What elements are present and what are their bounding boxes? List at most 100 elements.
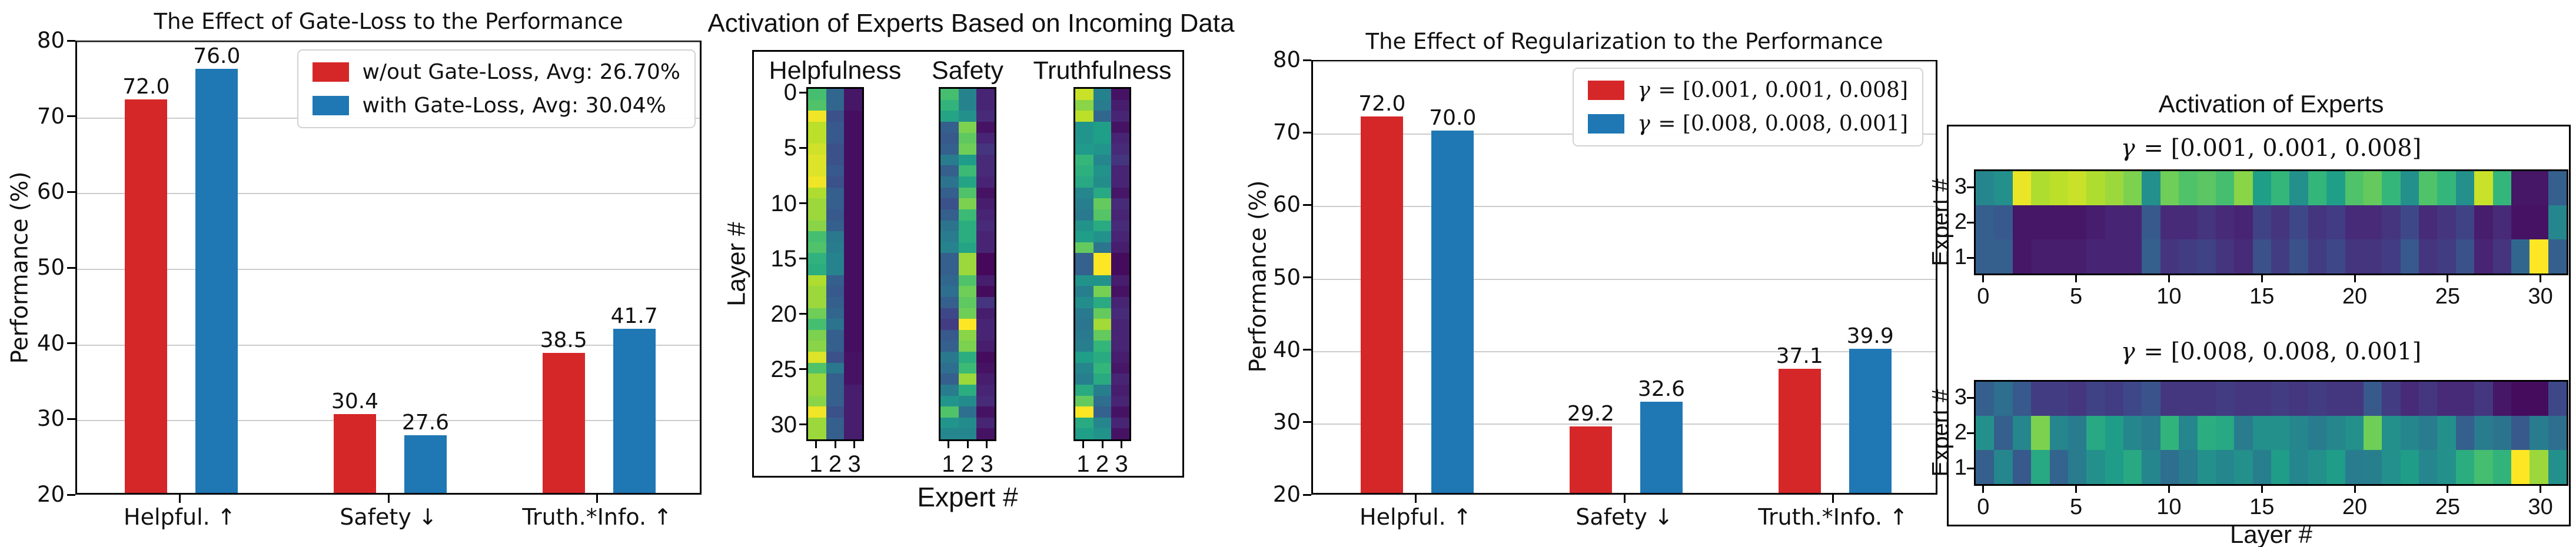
- y-tick-mark: [799, 423, 806, 426]
- heatmap-cell: [844, 198, 862, 209]
- heatmap-cell: [2363, 239, 2382, 274]
- heatmap-cell: [2382, 382, 2401, 416]
- heatmap-cell: [940, 253, 959, 264]
- y-tick-label: 40: [36, 330, 65, 356]
- heatmap-cell: [2049, 450, 2068, 484]
- heatmap-cell: [976, 198, 995, 209]
- y-tick-mark: [1967, 467, 1974, 469]
- heatmap-cell: [940, 132, 959, 144]
- heatmap-cell: [1111, 209, 1129, 221]
- panel-regularization-chart: The Effect of Regularization to the Perf…: [1236, 0, 1960, 547]
- heatmap-cell: [2031, 450, 2050, 484]
- heatmap-cell: [2455, 239, 2475, 274]
- heatmap-cell: [1994, 171, 2013, 205]
- x-tick-mark: [947, 441, 949, 448]
- heatmap-cell: [2345, 450, 2364, 484]
- y-tick-mark: [1303, 493, 1311, 496]
- heatmap-cell: [940, 308, 959, 319]
- heatmap-cell: [2271, 171, 2290, 205]
- heatmap-cell: [808, 308, 826, 319]
- heatmap-cell: [2326, 450, 2345, 484]
- y-tick-label: 50: [1272, 264, 1301, 290]
- heatmap-cell: [1075, 373, 1093, 385]
- heatmap-cell: [1111, 352, 1129, 363]
- y-tick-label: 2: [1954, 420, 1967, 445]
- y-tick-label: 30: [36, 406, 65, 432]
- heatmap-cell: [808, 406, 826, 418]
- subplot-label-1: γ = [0.008, 0.008, 0.001]: [2120, 338, 2422, 365]
- heatmap-cell: [976, 121, 995, 133]
- y-tick-label: 2: [1954, 209, 1967, 234]
- heatmap-cell: [976, 165, 995, 176]
- heatmap-cell: [1093, 99, 1112, 111]
- heatmap-cell: [2197, 450, 2216, 484]
- y-tick-label: 0: [783, 79, 797, 106]
- bar-series1-cat1: [334, 414, 376, 493]
- x-tick-label: 30: [2528, 495, 2553, 519]
- legend-label: γ = [0.008, 0.008, 0.001]: [1637, 112, 1908, 136]
- heatmap-cell: [958, 165, 977, 176]
- y-tick-mark: [67, 493, 75, 496]
- heatmap-cell: [808, 362, 826, 374]
- heatmap-cell: [976, 384, 995, 396]
- heatmap-cell: [808, 384, 826, 396]
- heatmap-cell: [958, 176, 977, 188]
- x-tick-mark: [853, 441, 856, 448]
- heatmap-cell: [2419, 171, 2438, 205]
- legend-row: with Gate-Loss, Avg: 30.04%: [313, 94, 680, 118]
- heatmap-cell: [2031, 205, 2050, 239]
- x-tick-label: 3: [1115, 451, 1128, 477]
- heatmap-cell: [844, 319, 862, 330]
- heatmap-cell: [844, 329, 862, 341]
- heatmap-cell: [1075, 417, 1093, 429]
- heatmap-cell: [826, 154, 845, 166]
- bar-value-label: 30.4: [331, 389, 379, 414]
- heatmap-cell: [940, 329, 959, 341]
- heatmap-cell: [808, 428, 826, 439]
- panel-gate-loss-chart: The Effect of Gate-Loss to the Performan…: [0, 0, 706, 547]
- heatmap-cell: [826, 319, 845, 330]
- heatmap-gamma-0: [1974, 169, 2568, 275]
- x-tick-mark: [966, 441, 969, 448]
- legend-row: w/out Gate-Loss, Avg: 26.70%: [313, 60, 680, 84]
- heatmap-cell: [958, 144, 977, 155]
- heatmap-cell: [2049, 382, 2068, 416]
- heatmap-cell: [2252, 205, 2271, 239]
- heatmap-cell: [808, 132, 826, 144]
- legend-swatch-blue: [1588, 114, 1625, 134]
- heatmap-cell: [976, 406, 995, 418]
- heatmap-cell: [1075, 275, 1093, 286]
- heatmap-cell: [2455, 416, 2475, 450]
- heatmap-cell: [2031, 171, 2050, 205]
- heatmap-cell: [1075, 121, 1093, 133]
- heatmap-cell: [1111, 99, 1129, 111]
- heatmap-cell: [2068, 239, 2087, 274]
- heatmap-cell: [2271, 205, 2290, 239]
- heatmap-cell: [2160, 171, 2179, 205]
- heatmap-cell: [1111, 132, 1129, 144]
- heatmap-cell: [2031, 239, 2050, 274]
- x-tick-mark: [1832, 495, 1834, 503]
- heatmap-cell: [1093, 154, 1112, 166]
- y-tick-mark: [1303, 59, 1311, 61]
- legend-label: w/out Gate-Loss, Avg: 26.70%: [362, 60, 680, 84]
- heatmap-cell: [1111, 384, 1129, 396]
- heatmap-cell: [1075, 132, 1093, 144]
- heatmap-cell: [826, 165, 845, 176]
- heatmap-cell: [2105, 205, 2123, 239]
- heatmap-cell: [976, 209, 995, 221]
- bar-series2-cat2: [1849, 348, 1892, 493]
- bar-series2-cat1: [1640, 401, 1683, 493]
- bar-series1-cat2: [542, 352, 585, 493]
- heatmap-cell: [2345, 171, 2364, 205]
- heatmap-cell: [2031, 416, 2050, 450]
- x-tick-label: 25: [2435, 495, 2460, 519]
- heatmap-cell: [976, 187, 995, 199]
- x-tick-mark: [1121, 441, 1123, 448]
- chart-title: Activation of Experts: [2158, 90, 2384, 118]
- heatmap-cell: [1111, 308, 1129, 319]
- heatmap-cell: [2031, 382, 2050, 416]
- heatmap-cell: [1111, 395, 1129, 407]
- heatmap-cell: [826, 231, 845, 242]
- heatmap-cell: [976, 111, 995, 122]
